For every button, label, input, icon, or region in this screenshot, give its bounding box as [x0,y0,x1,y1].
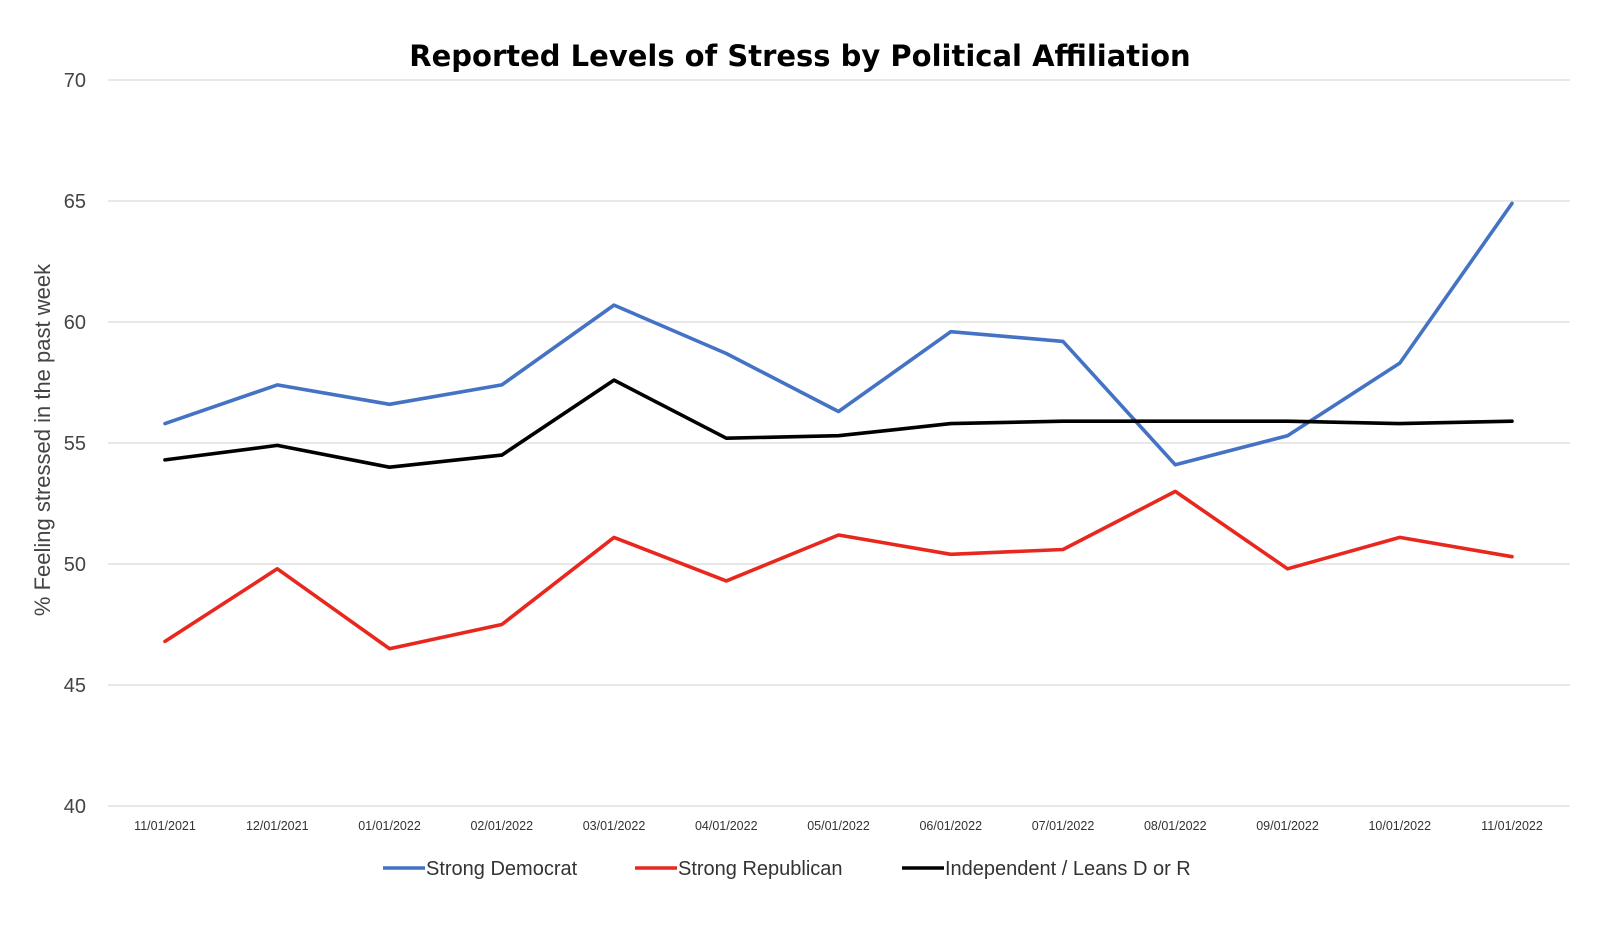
x-tick-label: 07/01/2022 [1032,819,1095,833]
x-tick-label: 12/01/2021 [246,819,309,833]
legend-item: Strong Democrat [383,858,578,880]
y-tick-label: 65 [64,191,86,213]
gridlines [108,79,1570,807]
legend-label: Independent / Leans D or R [945,858,1191,880]
y-tick-label: 45 [64,675,86,697]
x-tick-label: 08/01/2022 [1144,819,1207,833]
series-2 [163,378,1514,470]
x-tick-label: 04/01/2022 [695,819,758,833]
y-tick-label: 60 [64,312,86,334]
legend-label: Strong Republican [678,858,843,880]
legend: Strong Democrat Strong Republican Independ… [383,858,1191,880]
x-tick-label: 01/01/2022 [358,819,421,833]
x-tick-label: 09/01/2022 [1256,819,1319,833]
y-tick-label: 70 [64,70,86,92]
series-1 [163,489,1514,651]
y-tick-label: 50 [64,554,86,576]
x-tick-label: 05/01/2022 [807,819,870,833]
x-axis-ticks: 11/01/2021 12/01/2021 01/01/2022 02/01/2022… [134,819,1543,833]
series-line [163,489,1514,651]
x-tick-label: 10/01/2022 [1368,819,1431,833]
x-tick-label: 11/01/2022 [1481,819,1543,833]
y-tick-label: 40 [64,796,86,818]
x-tick-label: 11/01/2021 [134,819,196,833]
series-line [163,201,1514,467]
series-0 [163,201,1514,467]
series-line [163,378,1514,470]
y-axis-label: % Feeling stressed in the past week [30,263,55,616]
legend-item: Independent / Leans D or R [902,858,1191,880]
legend-label: Strong Democrat [426,858,578,880]
legend-item: Strong Republican [635,858,843,880]
x-tick-label: 06/01/2022 [919,819,982,833]
chart-title: Reported Levels of Stress by Political A… [409,39,1190,73]
series-lines [163,201,1514,651]
x-tick-label: 03/01/2022 [583,819,646,833]
y-axis-ticks: 40 45 50 55 60 65 70 [64,70,86,818]
x-tick-label: 02/01/2022 [470,819,533,833]
y-tick-label: 55 [64,433,86,455]
